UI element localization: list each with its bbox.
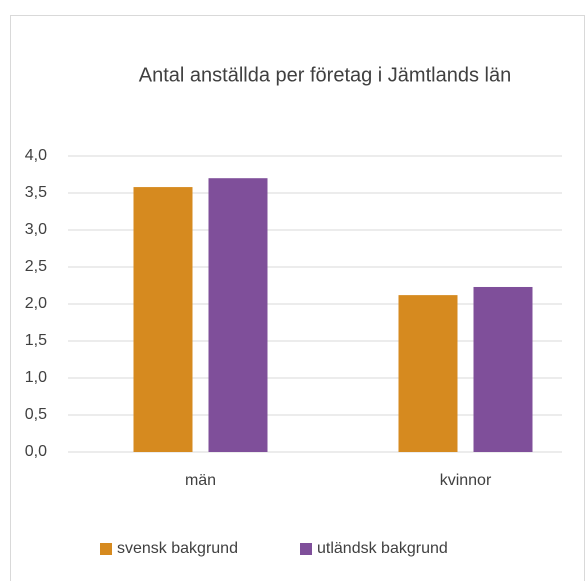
legend-swatch <box>300 543 312 555</box>
y-tick-label: 0,0 <box>25 443 47 460</box>
y-tick-label: 1,5 <box>25 332 47 349</box>
legend-label: utländsk bakgrund <box>317 540 448 557</box>
y-tick-label: 3,0 <box>25 221 47 238</box>
y-tick-label: 3,5 <box>25 184 47 201</box>
legend-label: svensk bakgrund <box>117 540 238 557</box>
bar <box>398 295 458 452</box>
y-tick-label: 2,0 <box>25 295 47 312</box>
y-tick-label: 4,0 <box>25 147 47 164</box>
bar <box>208 178 268 452</box>
legend-swatch <box>100 543 112 555</box>
bar <box>473 286 533 452</box>
chart-title: Antal anställda per företag i Jämtlands … <box>139 64 511 86</box>
y-tick-label: 1,0 <box>25 369 47 386</box>
bar <box>133 187 193 452</box>
x-tick-label: män <box>185 472 216 489</box>
y-tick-label: 0,5 <box>25 406 47 423</box>
x-tick-label: kvinnor <box>440 472 492 489</box>
y-tick-label: 2,5 <box>25 258 47 275</box>
